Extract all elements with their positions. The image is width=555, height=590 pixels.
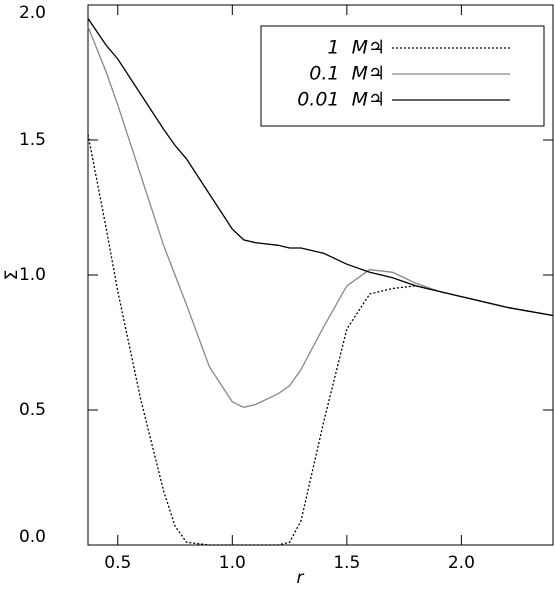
- y-tick-label: 2.0: [19, 3, 46, 23]
- y-tick-label: 1.5: [19, 130, 46, 150]
- y-axis-label: Σ: [2, 270, 22, 281]
- series-line: [87, 26, 554, 408]
- legend-label: 0.1 M♃: [309, 63, 385, 85]
- legend-label: 1 M♃: [327, 37, 385, 59]
- y-tick-label: 1.0: [19, 265, 46, 285]
- legend-label: 0.01 M♃: [297, 89, 385, 111]
- y-tick-label: 0.5: [19, 400, 46, 420]
- series-line: [87, 134, 554, 546]
- series-line: [87, 18, 554, 317]
- x-axis-label: r: [297, 568, 305, 588]
- x-tick-label: 1.5: [333, 553, 360, 573]
- x-tick-label: 2.0: [448, 553, 475, 573]
- x-tick-label: 0.5: [104, 553, 131, 573]
- legend-box: [260, 25, 545, 127]
- x-tick-label: 1.0: [219, 553, 246, 573]
- y-tick-label: 0.0: [19, 527, 46, 547]
